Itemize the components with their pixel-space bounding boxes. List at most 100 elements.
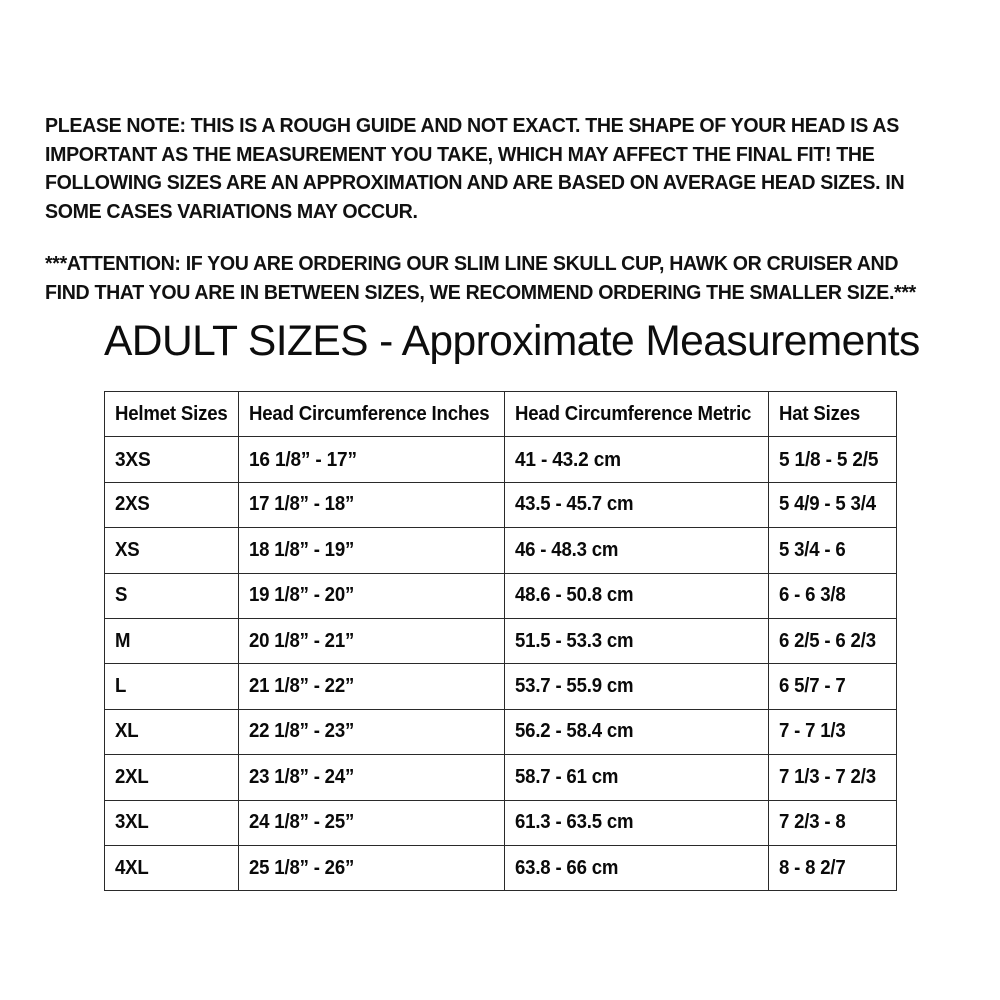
table-header-row: Helmet Sizes Head Circumference Inches H…: [104, 390, 897, 438]
cell-helmet-size-label: 2XS: [115, 493, 150, 516]
cell-head-circumference-metric: 46 - 48.3 cm: [504, 527, 769, 574]
cell-hat-size-label: 7 - 7 1/3: [779, 720, 846, 743]
cell-head-circumference-metric-label: 48.6 - 50.8 cm: [515, 584, 634, 607]
cell-head-circumference-inches: 17 1/8” - 18”: [238, 481, 505, 529]
cell-hat-size: 6 2/5 - 6 2/3: [768, 617, 897, 665]
cell-head-circumference-inches: 22 1/8” - 23”: [238, 708, 505, 756]
adult-size-table: Helmet Sizes Head Circumference Inches H…: [104, 390, 897, 892]
cell-head-circumference-inches: 25 1/8” - 26”: [238, 844, 505, 892]
table-row: 3XL 24 1/8” - 25” 61.3 - 63.5 cm 7 2/3 - 8: [104, 799, 897, 846]
cell-helmet-size-label: L: [115, 675, 127, 698]
cell-hat-size-label: 8 - 8 2/7: [779, 856, 846, 879]
cell-helmet-size: XL: [104, 708, 239, 756]
notice-paragraph-primary: PLEASE NOTE: THIS IS A ROUGH GUIDE AND N…: [45, 114, 905, 223]
cell-hat-size: 5 4/9 - 5 3/4: [768, 481, 897, 529]
cell-hat-size: 7 2/3 - 8: [768, 799, 897, 846]
cell-head-circumference-inches: 20 1/8” - 21”: [238, 617, 505, 665]
cell-head-circumference-inches-label: 22 1/8” - 23”: [249, 720, 355, 743]
cell-helmet-size: 2XL: [104, 754, 239, 801]
cell-head-circumference-inches-label: 21 1/8” - 22”: [249, 675, 355, 698]
cell-head-circumference-inches: 19 1/8” - 20”: [238, 572, 505, 619]
table-row: S 19 1/8” - 20” 48.6 - 50.8 cm 6 - 6 3/8: [104, 572, 897, 619]
cell-head-circumference-metric: 63.8 - 66 cm: [504, 844, 769, 892]
cell-hat-size: 6 - 6 3/8: [768, 572, 897, 619]
cell-head-circumference-inches: 24 1/8” - 25”: [238, 799, 505, 846]
cell-head-circumference-inches-label: 24 1/8” - 25”: [249, 811, 355, 834]
cell-helmet-size-label: 4XL: [115, 856, 149, 879]
cell-helmet-size: M: [104, 617, 239, 665]
cell-head-circumference-inches: 21 1/8” - 22”: [238, 663, 505, 710]
cell-hat-size: 7 1/3 - 7 2/3: [768, 754, 897, 801]
cell-head-circumference-metric-label: 56.2 - 58.4 cm: [515, 720, 634, 743]
cell-head-circumference-metric: 41 - 43.2 cm: [504, 436, 769, 483]
cell-hat-size: 5 1/8 - 5 2/5: [768, 436, 897, 483]
notice-block: PLEASE NOTE: THIS IS A ROUGH GUIDE AND N…: [45, 112, 960, 307]
cell-helmet-size-label: 3XS: [115, 447, 151, 471]
cell-helmet-size: 3XS: [104, 436, 239, 483]
cell-head-circumference-inches-label: 19 1/8” - 20”: [249, 584, 355, 607]
cell-helmet-size-label: 3XL: [115, 811, 149, 834]
cell-head-circumference-inches-label: 18 1/8” - 19”: [249, 538, 355, 561]
cell-head-circumference-metric-label: 51.5 - 53.3 cm: [515, 629, 634, 652]
cell-hat-size: 7 - 7 1/3: [768, 708, 897, 756]
cell-head-circumference-metric-label: 46 - 48.3 cm: [515, 538, 619, 561]
table-body: 3XS 16 1/8” - 17” 41 - 43.2 cm 5 1/8 - 5 2/…: [104, 436, 897, 892]
table-header: Helmet Sizes Head Circumference Inches H…: [104, 390, 897, 438]
cell-head-circumference-inches: 16 1/8” - 17”: [238, 436, 505, 483]
column-header-helmet-sizes-label: Helmet Sizes: [115, 402, 228, 425]
cell-head-circumference-metric: 43.5 - 45.7 cm: [504, 481, 769, 529]
column-header-head-circumference-inches: Head Circumference Inches: [238, 390, 505, 438]
cell-hat-size-label: 5 1/8 - 5 2/5: [779, 447, 879, 471]
table-row: 4XL 25 1/8” - 26” 63.8 - 66 cm 8 - 8 2/7: [104, 844, 897, 892]
cell-hat-size: 8 - 8 2/7: [768, 844, 897, 892]
cell-head-circumference-metric-label: 63.8 - 66 cm: [515, 856, 619, 879]
cell-head-circumference-inches-label: 16 1/8” - 17”: [249, 447, 357, 471]
cell-head-circumference-inches-label: 25 1/8” - 26”: [249, 856, 355, 879]
table-row: XL 22 1/8” - 23” 56.2 - 58.4 cm 7 - 7 1/3: [104, 708, 897, 756]
column-header-helmet-sizes: Helmet Sizes: [104, 390, 239, 438]
cell-head-circumference-metric-label: 53.7 - 55.9 cm: [515, 675, 634, 698]
cell-head-circumference-metric: 61.3 - 63.5 cm: [504, 799, 769, 846]
column-header-hat-sizes-label: Hat Sizes: [779, 402, 861, 425]
table-row: 2XL 23 1/8” - 24” 58.7 - 61 cm 7 1/3 - 7 2/…: [104, 754, 897, 801]
cell-head-circumference-metric: 51.5 - 53.3 cm: [504, 617, 769, 665]
cell-helmet-size: 3XL: [104, 799, 239, 846]
table-row: M 20 1/8” - 21” 51.5 - 53.3 cm 6 2/5 - 6 2/…: [104, 617, 897, 665]
cell-helmet-size-label: M: [115, 629, 131, 652]
cell-head-circumference-inches: 18 1/8” - 19”: [238, 527, 505, 574]
cell-helmet-size: XS: [104, 527, 239, 574]
cell-head-circumference-metric: 48.6 - 50.8 cm: [504, 572, 769, 619]
cell-head-circumference-metric: 53.7 - 55.9 cm: [504, 663, 769, 710]
table-row: 2XS 17 1/8” - 18” 43.5 - 45.7 cm 5 4/9 - 5 …: [104, 481, 897, 529]
cell-hat-size-label: 6 2/5 - 6 2/3: [779, 629, 876, 652]
cell-head-circumference-inches-label: 20 1/8” - 21”: [249, 629, 355, 652]
cell-helmet-size-label: XS: [115, 538, 140, 561]
notice-paragraph-attention: ***ATTENTION: IF YOU ARE ORDERING OUR SL…: [45, 252, 916, 304]
cell-head-circumference-metric-label: 58.7 - 61 cm: [515, 765, 619, 788]
cell-head-circumference-metric-label: 43.5 - 45.7 cm: [515, 493, 634, 516]
column-header-head-circumference-inches-label: Head Circumference Inches: [249, 402, 490, 425]
cell-hat-size-label: 5 3/4 - 6: [779, 538, 846, 561]
cell-helmet-size-label: S: [115, 584, 128, 607]
cell-helmet-size: L: [104, 663, 239, 710]
cell-helmet-size: 4XL: [104, 844, 239, 892]
column-header-hat-sizes: Hat Sizes: [768, 390, 897, 438]
cell-hat-size: 5 3/4 - 6: [768, 527, 897, 574]
cell-helmet-size-label: 2XL: [115, 765, 149, 788]
cell-head-circumference-inches: 23 1/8” - 24”: [238, 754, 505, 801]
table-row: 3XS 16 1/8” - 17” 41 - 43.2 cm 5 1/8 - 5 2/…: [104, 436, 897, 483]
column-header-head-circumference-metric-label: Head Circumference Metric: [515, 402, 752, 425]
cell-hat-size: 6 5/7 - 7: [768, 663, 897, 710]
cell-hat-size-label: 6 5/7 - 7: [779, 675, 846, 698]
cell-head-circumference-inches-label: 23 1/8” - 24”: [249, 765, 355, 788]
cell-head-circumference-metric-label: 41 - 43.2 cm: [515, 447, 621, 471]
cell-head-circumference-metric: 58.7 - 61 cm: [504, 754, 769, 801]
cell-head-circumference-metric: 56.2 - 58.4 cm: [504, 708, 769, 756]
cell-hat-size-label: 6 - 6 3/8: [779, 584, 846, 607]
cell-helmet-size-label: XL: [115, 720, 139, 743]
cell-head-circumference-metric-label: 61.3 - 63.5 cm: [515, 811, 634, 834]
cell-hat-size-label: 7 1/3 - 7 2/3: [779, 765, 876, 788]
cell-head-circumference-inches-label: 17 1/8” - 18”: [249, 493, 355, 516]
column-header-head-circumference-metric: Head Circumference Metric: [504, 390, 769, 438]
